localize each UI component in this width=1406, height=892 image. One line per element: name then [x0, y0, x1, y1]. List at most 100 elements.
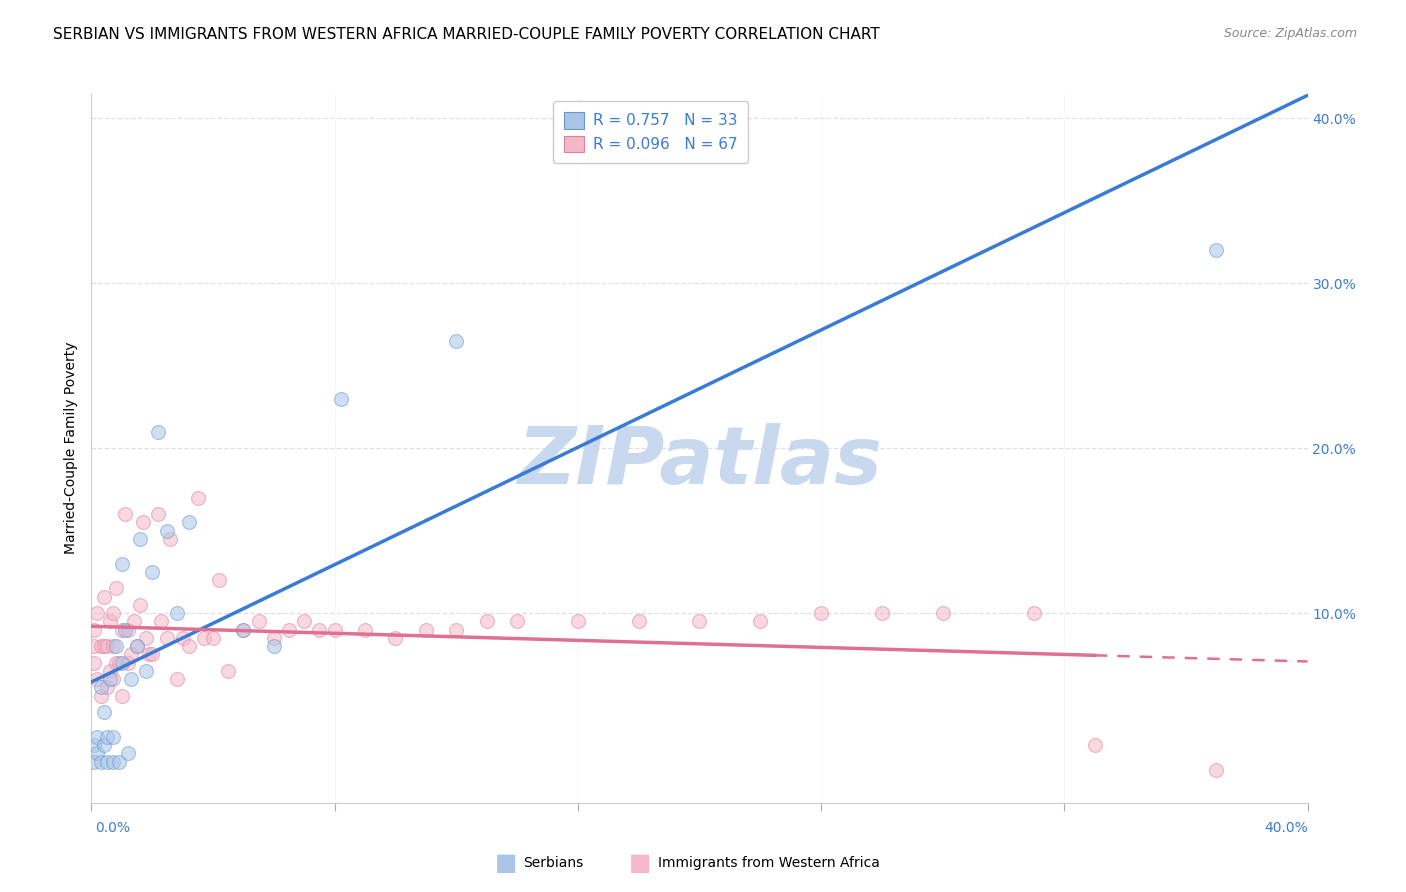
Point	[308, 623, 330, 637]
Point	[93, 705, 115, 719]
Point	[101, 755, 124, 769]
Text: Serbians: Serbians	[523, 856, 583, 871]
Point	[141, 565, 163, 579]
Point	[111, 623, 134, 637]
Point	[125, 639, 148, 653]
Point	[111, 689, 134, 703]
Point	[86, 672, 108, 686]
Point	[1022, 606, 1045, 620]
Point	[120, 672, 142, 686]
Point	[93, 639, 115, 653]
Point	[475, 615, 498, 629]
Point	[86, 730, 108, 744]
Y-axis label: Married-Couple Family Poverty: Married-Couple Family Poverty	[65, 342, 79, 555]
Point	[627, 615, 650, 629]
Point	[86, 606, 108, 620]
Point	[141, 648, 163, 662]
Point	[148, 425, 170, 439]
Text: ■: ■	[495, 852, 517, 875]
Point	[444, 334, 467, 348]
Point	[166, 672, 188, 686]
Point	[278, 623, 301, 637]
Point	[193, 631, 215, 645]
Point	[93, 738, 115, 752]
Point	[104, 639, 127, 653]
Point	[415, 623, 437, 637]
Point	[217, 664, 239, 678]
Point	[202, 631, 225, 645]
Point	[567, 615, 589, 629]
Point	[98, 672, 121, 686]
Point	[111, 557, 134, 571]
Point	[117, 747, 139, 761]
Text: Immigrants from Western Africa: Immigrants from Western Africa	[658, 856, 880, 871]
Point	[132, 516, 155, 530]
Point	[263, 639, 285, 653]
Point	[135, 664, 157, 678]
Point	[172, 631, 194, 645]
Point	[89, 639, 111, 653]
Point	[1205, 244, 1227, 258]
Point	[125, 639, 148, 653]
Point	[117, 656, 139, 670]
Text: SERBIAN VS IMMIGRANTS FROM WESTERN AFRICA MARRIED-COUPLE FAMILY POVERTY CORRELAT: SERBIAN VS IMMIGRANTS FROM WESTERN AFRIC…	[53, 27, 880, 42]
Point	[931, 606, 953, 620]
Point	[89, 689, 111, 703]
Point	[98, 615, 121, 629]
Point	[104, 656, 127, 670]
Point	[122, 615, 145, 629]
Point	[114, 623, 136, 637]
Point	[101, 639, 124, 653]
Point	[506, 615, 529, 629]
Point	[114, 507, 136, 521]
Point	[86, 747, 108, 761]
Point	[444, 623, 467, 637]
Point	[96, 681, 118, 695]
Point	[232, 623, 254, 637]
Text: ■: ■	[628, 852, 651, 875]
Point	[83, 755, 105, 769]
Point	[870, 606, 893, 620]
Point	[688, 615, 710, 629]
Point	[117, 623, 139, 637]
Point	[89, 755, 111, 769]
Point	[96, 639, 118, 653]
Point	[101, 672, 124, 686]
Point	[166, 606, 188, 620]
Point	[323, 623, 346, 637]
Point	[208, 573, 231, 587]
Text: ZIPatlas: ZIPatlas	[517, 424, 882, 501]
Point	[1084, 738, 1107, 752]
Point	[810, 606, 832, 620]
Point	[263, 631, 285, 645]
Text: 0.0%: 0.0%	[96, 821, 131, 835]
Point	[148, 507, 170, 521]
Point	[129, 532, 152, 546]
Point	[93, 590, 115, 604]
Point	[354, 623, 377, 637]
Point	[104, 582, 127, 596]
Point	[138, 648, 160, 662]
Point	[83, 623, 105, 637]
Point	[83, 738, 105, 752]
Point	[129, 598, 152, 612]
Point	[101, 606, 124, 620]
Point	[159, 532, 181, 546]
Point	[177, 516, 200, 530]
Text: 40.0%: 40.0%	[1264, 821, 1308, 835]
Point	[329, 392, 352, 406]
Point	[292, 615, 315, 629]
Point	[96, 755, 118, 769]
Point	[150, 615, 173, 629]
Point	[107, 656, 129, 670]
Legend: R = 0.757   N = 33, R = 0.096   N = 67: R = 0.757 N = 33, R = 0.096 N = 67	[554, 102, 748, 163]
Point	[247, 615, 270, 629]
Point	[384, 631, 406, 645]
Point	[156, 524, 179, 538]
Point	[156, 631, 179, 645]
Text: Source: ZipAtlas.com: Source: ZipAtlas.com	[1223, 27, 1357, 40]
Point	[120, 648, 142, 662]
Point	[107, 755, 129, 769]
Point	[101, 730, 124, 744]
Point	[83, 639, 105, 653]
